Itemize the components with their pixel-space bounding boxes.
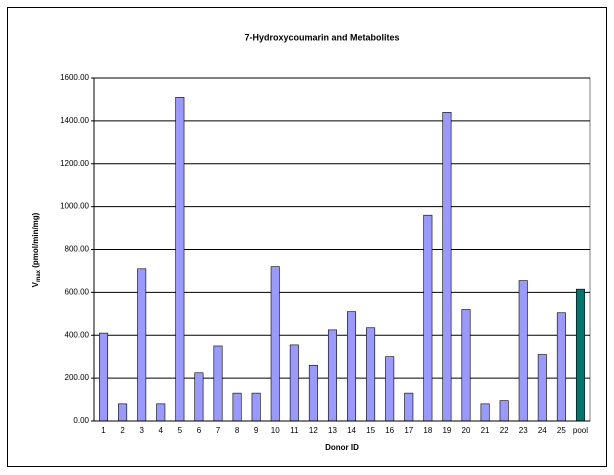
x-tick-label: 19 — [442, 426, 451, 435]
x-tick-label: 9 — [254, 426, 259, 435]
bar — [366, 327, 376, 422]
x-tick-label: 18 — [423, 426, 432, 435]
x-tick-label: 15 — [366, 426, 375, 435]
x-tick-label: 22 — [500, 426, 509, 435]
y-tick-label: 200.00 — [65, 373, 90, 382]
bar — [175, 96, 185, 422]
bar — [575, 288, 585, 422]
bar — [423, 214, 433, 422]
bar — [480, 403, 490, 422]
x-tick-label: 8 — [235, 426, 240, 435]
y-tick-label: 1000.00 — [60, 202, 89, 211]
x-tick-label: 20 — [462, 426, 471, 435]
x-axis-label: Donor ID — [325, 443, 359, 452]
x-tick-label: 13 — [328, 426, 337, 435]
bar — [118, 403, 128, 422]
x-tick-label: 11 — [290, 426, 299, 435]
bar — [232, 392, 242, 422]
bar — [156, 403, 166, 422]
y-tick-label: 400.00 — [65, 330, 90, 339]
bar — [289, 344, 299, 422]
x-tick-label: 24 — [538, 426, 547, 435]
x-tick-label: 21 — [481, 426, 490, 435]
y-axis-label-main: V — [31, 281, 40, 287]
bar — [442, 112, 452, 422]
y-tick-label: 0.00 — [73, 416, 89, 425]
x-tick-label: 7 — [216, 426, 221, 435]
x-tick-label: 6 — [197, 426, 202, 435]
y-axis-label-rest: (pmol/min/mg) — [31, 212, 40, 270]
x-tick-label: 23 — [519, 426, 528, 435]
bar — [518, 280, 528, 422]
bar — [308, 364, 318, 422]
x-tick-label: 5 — [178, 426, 183, 435]
x-tick-label: 1 — [101, 426, 106, 435]
x-tick-label: 14 — [347, 426, 356, 435]
bar — [251, 392, 261, 422]
bar — [213, 345, 223, 422]
x-tick-label: 10 — [271, 426, 280, 435]
x-tick-label: 3 — [139, 426, 144, 435]
y-tick-label: 600.00 — [65, 287, 90, 296]
x-tick-label: 16 — [385, 426, 394, 435]
bar — [461, 309, 471, 422]
bar — [404, 392, 414, 422]
x-tick-label: 17 — [404, 426, 413, 435]
x-tick-label: 4 — [159, 426, 164, 435]
y-tick-label: 1200.00 — [60, 159, 89, 168]
x-tick-label: 12 — [309, 426, 318, 435]
bar — [194, 372, 204, 422]
bar — [556, 312, 566, 422]
x-tick-label: pool — [573, 426, 588, 435]
bar — [499, 400, 509, 422]
y-tick-label: 1600.00 — [60, 73, 89, 82]
bar — [99, 332, 109, 422]
bar — [385, 356, 395, 422]
bar — [347, 311, 357, 422]
chart-title: 7-Hydroxycoumarin and Metabolites — [244, 32, 399, 42]
bar — [270, 266, 280, 422]
bar — [537, 354, 547, 422]
y-tick-label: 800.00 — [65, 245, 90, 254]
y-axis-label: Vmax (pmol/min/mg) — [31, 212, 41, 287]
bar — [137, 268, 147, 422]
x-tick-label: 25 — [557, 426, 566, 435]
y-tick-label: 1400.00 — [60, 116, 89, 125]
x-tick-label: 2 — [120, 426, 125, 435]
bar — [327, 329, 337, 422]
y-axis-label-subscript: max — [36, 269, 42, 282]
